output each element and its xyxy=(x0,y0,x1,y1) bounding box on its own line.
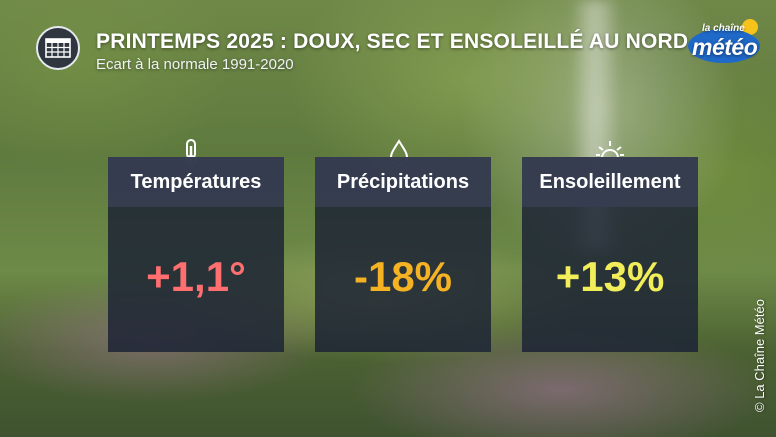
logo-sun-icon xyxy=(688,19,760,63)
card-label: Ensoleillement xyxy=(522,157,698,207)
card-ensoleillement: Ensoleillement +13% xyxy=(522,157,698,352)
card-precipitations: Précipitations -18% xyxy=(315,157,491,352)
card-value: +1,1° xyxy=(146,253,246,300)
card-value: -18% xyxy=(353,253,453,300)
card-value: +13% xyxy=(555,253,665,300)
page-title: PRINTEMPS 2025 : DOUX, SEC ET ENSOLEILLÉ… xyxy=(96,30,689,53)
card-temperatures: Températures +1,1° xyxy=(108,157,284,352)
logo-line1: la chaîne xyxy=(702,23,745,34)
page-subtitle: Ecart à la normale 1991-2020 xyxy=(96,56,294,73)
card-label: Températures xyxy=(108,157,284,207)
calendar-grid-icon xyxy=(36,26,80,70)
logo-line2: météo xyxy=(692,34,758,60)
la-chaine-meteo-logo: la chaîne météo xyxy=(686,14,764,72)
copyright-credit: © La Chaîne Météo xyxy=(752,299,767,412)
card-label: Précipitations xyxy=(315,157,491,207)
